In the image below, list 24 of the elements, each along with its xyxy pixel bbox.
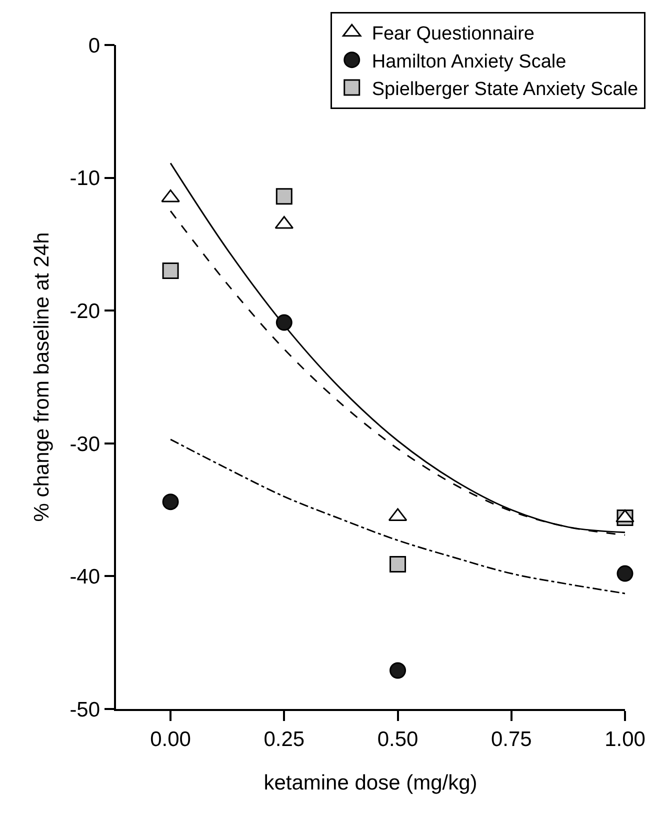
- point: [616, 565, 634, 582]
- y-axis-title: % change from baseline at 24h: [30, 232, 54, 522]
- x-tick-label: 1.00: [604, 728, 646, 751]
- y-tick-label: 0: [88, 34, 100, 58]
- point: [276, 314, 292, 331]
- x-tick-label: 0.50: [377, 728, 418, 751]
- point: [162, 494, 179, 510]
- y-tick-label: -50: [70, 698, 100, 722]
- point: [390, 662, 406, 679]
- legend-label: Hamilton Anxiety Scale: [372, 51, 566, 72]
- point: [276, 188, 292, 205]
- point: [162, 262, 179, 280]
- y-tick-label: -40: [70, 566, 100, 589]
- x-tick-label: 0.00: [150, 728, 191, 751]
- y-tick-label: -20: [70, 300, 100, 323]
- line-series: [170, 438, 625, 594]
- legend-label: Fear Questionnaire: [372, 24, 535, 45]
- y-tick-label: -10: [70, 167, 100, 190]
- point: [390, 556, 406, 572]
- x-tick-label: 0.25: [264, 728, 305, 751]
- x-axis-title: ketamine dose (mg/kg): [264, 772, 478, 795]
- x-tick-label: 0.75: [490, 728, 532, 751]
- legend-label: Spielberger State Anxiety Scale: [372, 78, 638, 100]
- y-tick-label: -30: [70, 432, 100, 456]
